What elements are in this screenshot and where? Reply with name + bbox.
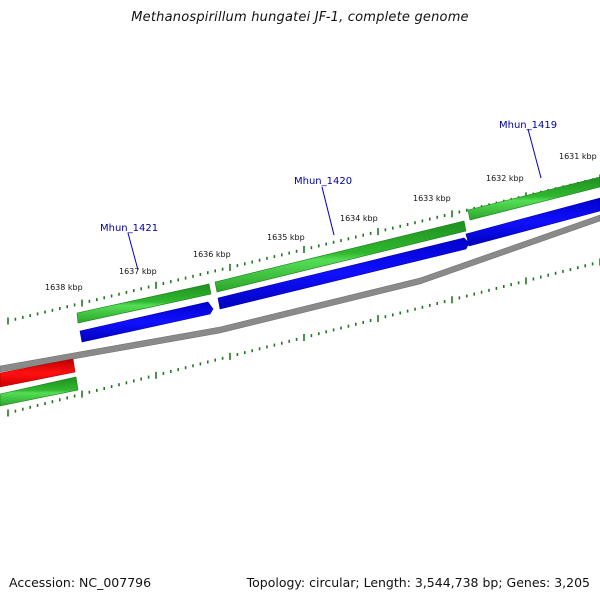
scale-label-1636: 1636 kbp bbox=[193, 250, 231, 259]
leader-line-mhun-1420 bbox=[321, 186, 335, 236]
gene-lower-green[interactable] bbox=[0, 376, 79, 407]
scale-label-1631: 1631 kbp bbox=[559, 152, 597, 161]
gene-reverse-1[interactable] bbox=[79, 301, 214, 343]
scale-label-1633: 1633 kbp bbox=[413, 194, 451, 203]
leader-line-mhun-1421 bbox=[127, 232, 139, 271]
scale-label-1638: 1638 kbp bbox=[45, 283, 83, 292]
leader-line-mhun-1419 bbox=[527, 128, 542, 179]
feature-red[interactable] bbox=[0, 358, 76, 388]
gene-label-mhun-1420[interactable]: Mhun_1420 bbox=[294, 176, 352, 187]
gene-mhun-1421[interactable] bbox=[76, 283, 212, 324]
scale-ticks-inner bbox=[7, 258, 600, 417]
gene-label-mhun-1421[interactable]: Mhun_1421 bbox=[100, 223, 158, 234]
accession-text: Accession: NC_007796 bbox=[9, 575, 152, 590]
genome-backbone bbox=[0, 214, 600, 373]
scale-label-1635: 1635 kbp bbox=[267, 233, 305, 242]
scale-label-1632: 1632 kbp bbox=[486, 174, 524, 183]
gene-mhun-1420[interactable] bbox=[214, 220, 467, 293]
map-title: Methanospirillum hungatei JF-1, complete… bbox=[131, 10, 469, 25]
scale-label-1637: 1637 kbp bbox=[119, 267, 157, 276]
gene-reverse-3[interactable] bbox=[465, 197, 600, 247]
genome-stats-text: Topology: circular; Length: 3,544,738 bp… bbox=[246, 575, 590, 590]
gene-reverse-2[interactable] bbox=[217, 237, 470, 310]
gene-label-mhun-1419[interactable]: Mhun_1419 bbox=[499, 120, 557, 131]
scale-label-1634: 1634 kbp bbox=[340, 214, 378, 223]
gene-mhun-1419[interactable] bbox=[467, 176, 600, 221]
